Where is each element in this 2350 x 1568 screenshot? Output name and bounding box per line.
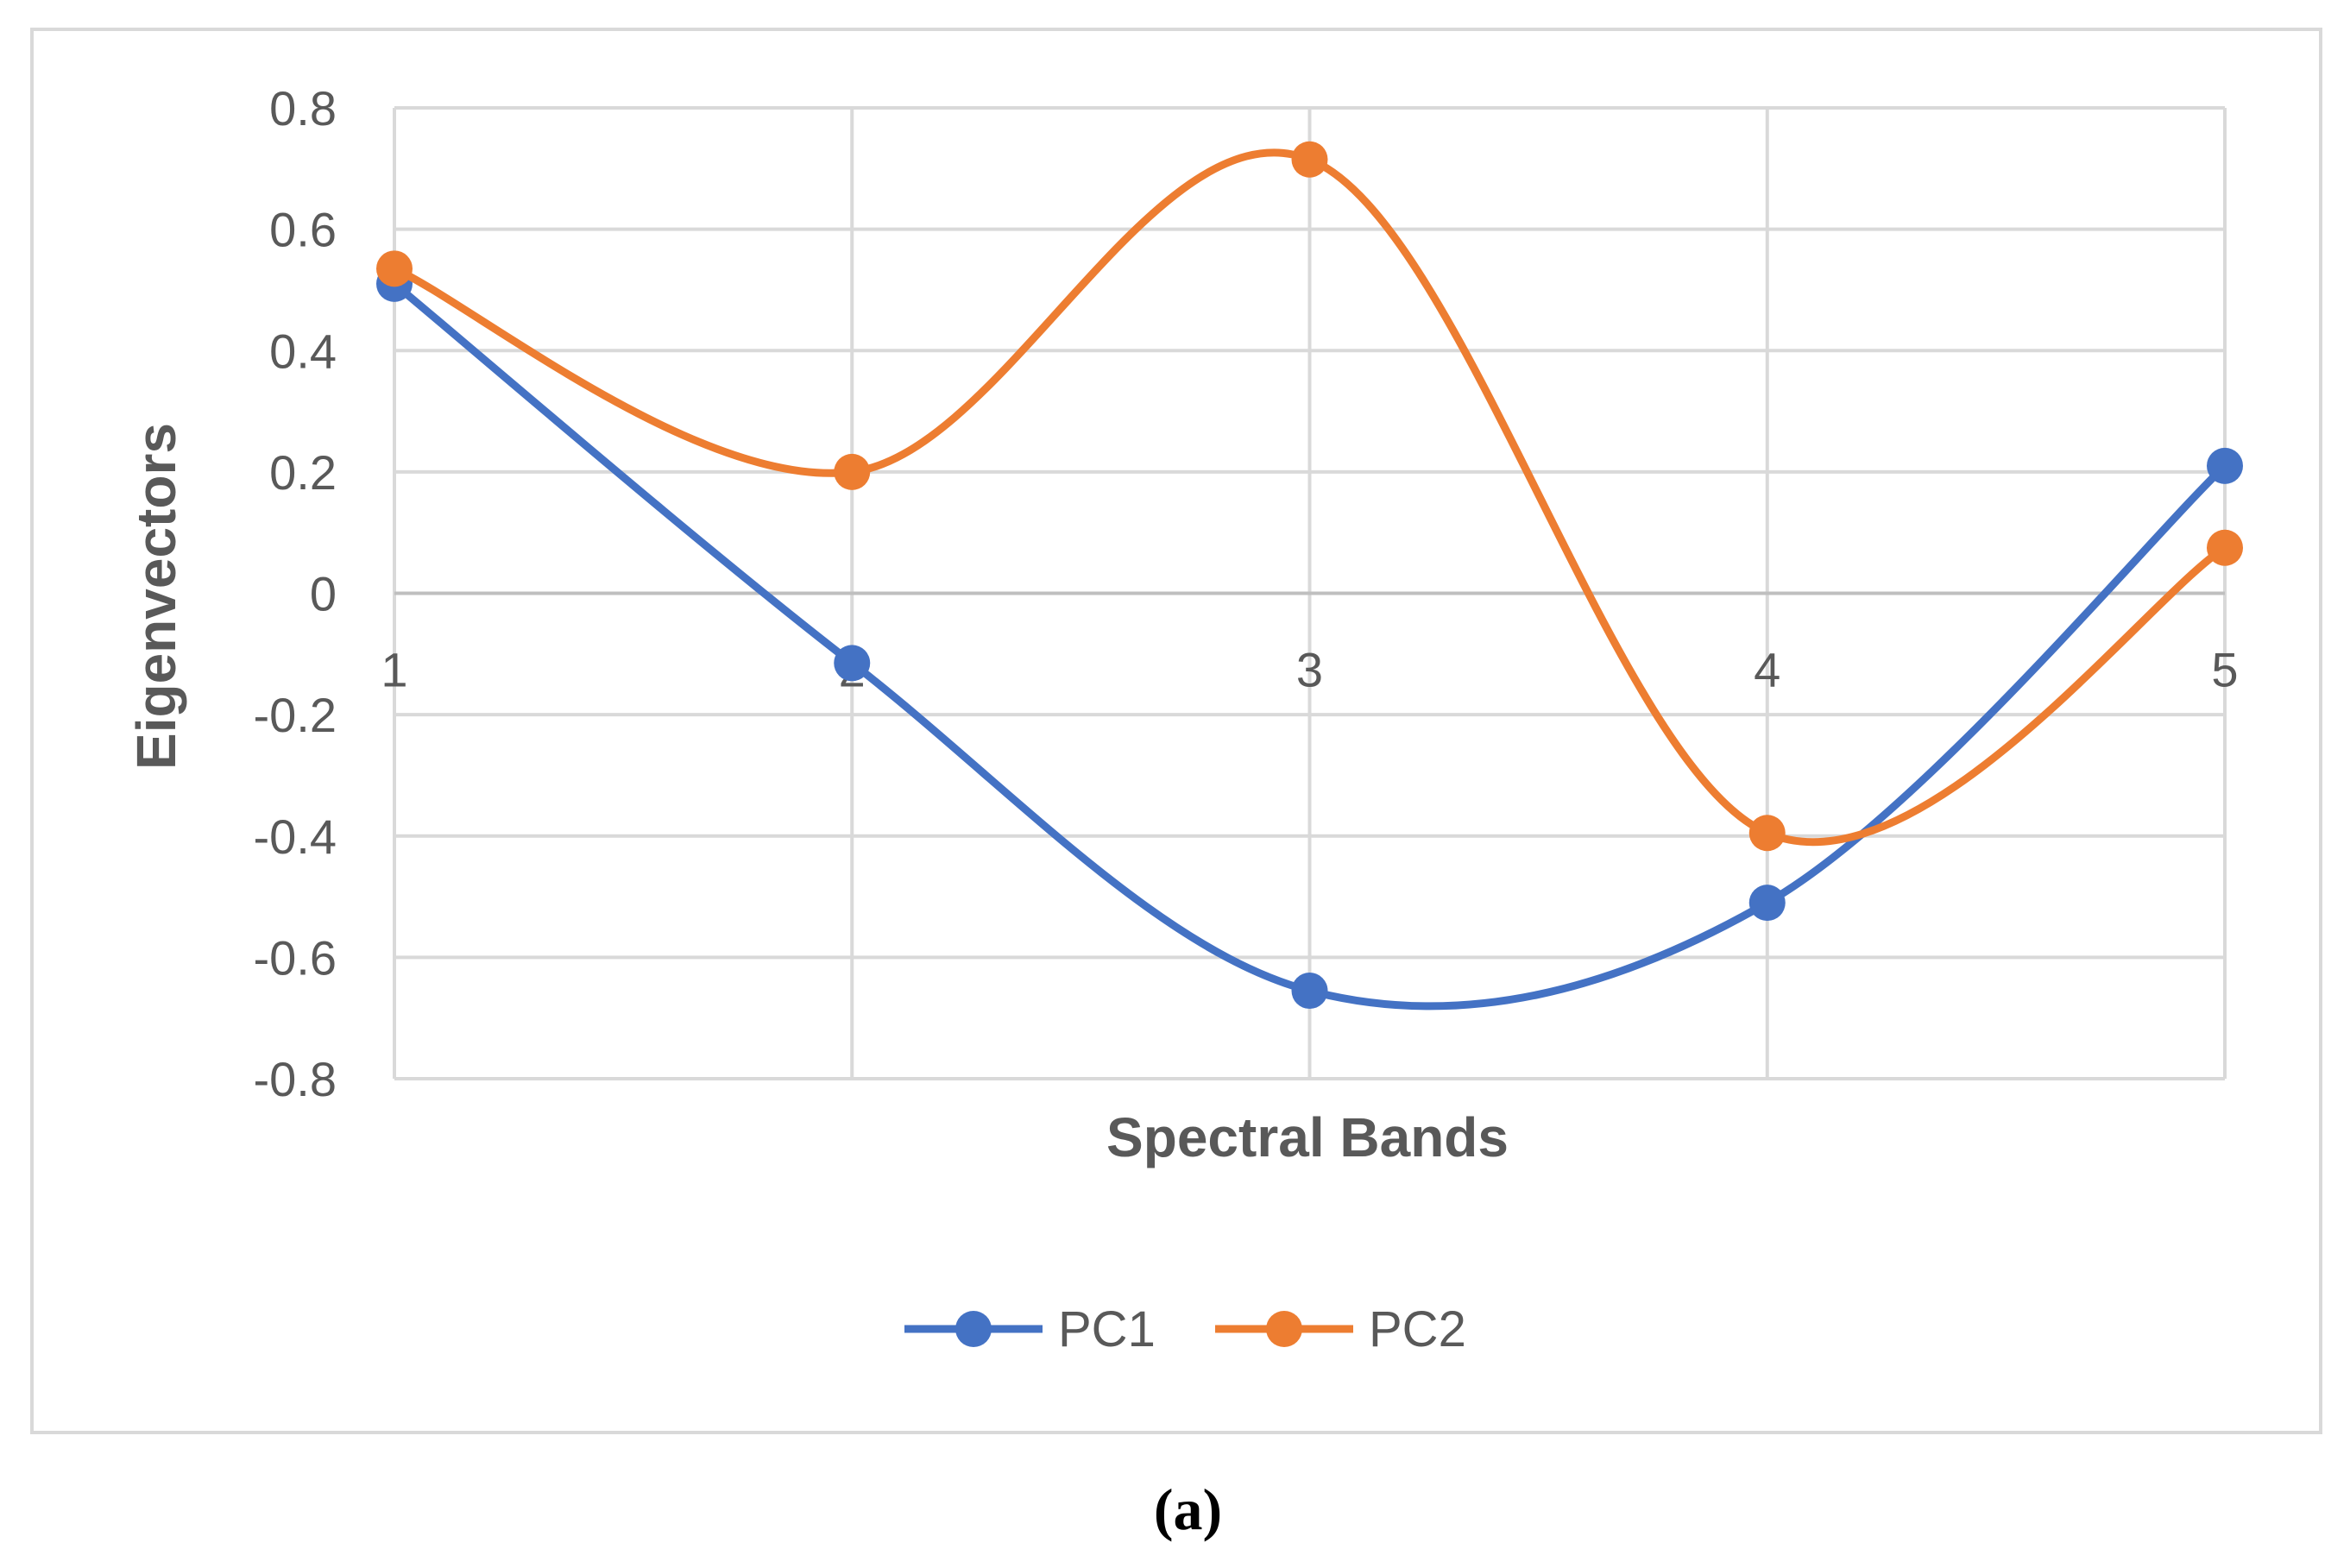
x-axis-title: Spectral Bands <box>1106 1106 1509 1168</box>
y-tick-label: -0.6 <box>254 930 337 985</box>
data-point <box>2207 529 2243 566</box>
data-point <box>1748 885 1786 922</box>
y-tick-label: -0.8 <box>254 1052 337 1106</box>
y-tick-label: 0 <box>310 567 337 621</box>
series-line <box>390 148 2229 847</box>
y-tick-label: 0.8 <box>269 81 337 135</box>
x-tick-labels: 12345 <box>381 643 2238 697</box>
x-tick-label: 3 <box>1296 643 1323 697</box>
y-tick-label: 0.2 <box>269 445 337 500</box>
series-lines <box>376 141 2243 1011</box>
x-tick-label: 4 <box>1754 643 1780 697</box>
y-tick-label: 0.4 <box>269 324 337 378</box>
figure-caption: (a) <box>1153 1477 1223 1542</box>
y-axis-title: Eigenvectors <box>125 423 187 770</box>
y-tick-label: 0.6 <box>269 203 337 257</box>
data-point <box>1291 973 1328 1010</box>
legend: PC1 PC2 <box>904 1301 1466 1357</box>
data-point <box>1748 815 1786 852</box>
legend-label: PC1 <box>1058 1301 1156 1357</box>
x-tick-label: 5 <box>2211 643 2238 697</box>
data-point <box>376 250 413 287</box>
data-point <box>1291 141 1328 178</box>
y-tick-labels: 0.8 0.6 0.4 0.2 0 -0.2 -0.4 -0.6 -0.8 <box>254 81 337 1106</box>
y-tick-label: -0.2 <box>254 688 337 742</box>
series-pc2 <box>376 141 2243 852</box>
legend-item-pc1: PC1 <box>904 1301 1156 1357</box>
data-point <box>834 645 871 682</box>
legend-label: PC2 <box>1369 1301 1466 1357</box>
data-point <box>834 453 871 490</box>
data-point <box>2207 447 2243 484</box>
legend-item-pc2: PC2 <box>1215 1301 1466 1357</box>
legend-marker <box>1266 1311 1302 1347</box>
legend-marker <box>955 1311 992 1347</box>
y-tick-label: -0.4 <box>254 809 337 864</box>
x-tick-label: 1 <box>381 643 407 697</box>
chart-frame <box>30 28 2322 1434</box>
